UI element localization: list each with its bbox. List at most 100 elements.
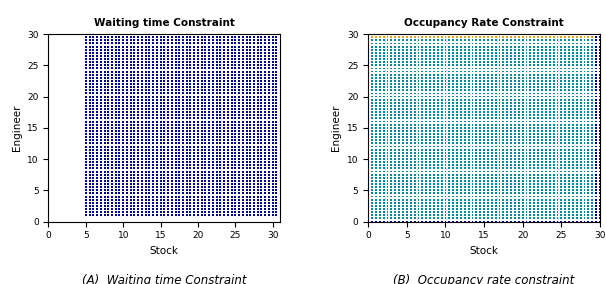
Point <box>367 166 377 171</box>
Point <box>96 207 105 211</box>
Point <box>483 38 493 43</box>
Point <box>584 194 593 199</box>
Point <box>145 172 155 177</box>
Point <box>494 191 504 196</box>
Point <box>522 66 531 71</box>
Point <box>167 204 177 208</box>
Point <box>468 32 478 36</box>
Point <box>133 141 143 146</box>
Point <box>390 110 400 114</box>
Point <box>190 107 199 111</box>
Point <box>533 110 543 114</box>
Point <box>81 185 91 189</box>
Point <box>437 172 447 177</box>
Point <box>182 47 191 52</box>
Point <box>471 76 481 80</box>
Point <box>159 163 169 168</box>
Point <box>212 135 222 139</box>
Point <box>525 82 535 86</box>
Point <box>204 60 214 64</box>
Point <box>549 219 559 224</box>
Point <box>437 204 447 208</box>
Point <box>230 169 240 174</box>
Point <box>556 207 566 211</box>
Point <box>182 172 191 177</box>
Point <box>88 113 98 118</box>
Point <box>502 54 512 58</box>
Point <box>425 185 435 189</box>
Title: Waiting time Constraint: Waiting time Constraint <box>94 18 235 28</box>
Point <box>253 201 262 205</box>
Point <box>182 82 191 86</box>
Point <box>518 135 528 139</box>
Point <box>525 47 535 52</box>
Point <box>549 110 559 114</box>
Point <box>159 210 169 214</box>
Point <box>212 126 222 130</box>
Point <box>156 210 165 214</box>
Point <box>383 201 393 205</box>
Point <box>111 88 121 93</box>
Point <box>379 219 388 224</box>
Point <box>452 79 462 83</box>
Point <box>208 94 218 99</box>
Point <box>448 163 458 168</box>
Point <box>261 35 270 39</box>
Point <box>379 51 388 55</box>
Point <box>208 132 218 136</box>
Point <box>257 35 267 39</box>
Point <box>514 201 524 205</box>
Point <box>510 57 520 61</box>
Point <box>375 76 385 80</box>
Point <box>148 35 158 39</box>
Point <box>145 204 155 208</box>
Point <box>171 191 181 196</box>
Point <box>130 185 139 189</box>
Point <box>433 122 442 127</box>
Point <box>537 97 547 102</box>
Point <box>167 51 177 55</box>
Point <box>406 101 416 105</box>
Point <box>137 129 147 133</box>
Point <box>561 101 570 105</box>
Point <box>81 57 91 61</box>
Point <box>115 144 124 149</box>
Point <box>371 154 381 158</box>
Point <box>148 116 158 121</box>
Point <box>257 166 267 171</box>
Point <box>433 194 442 199</box>
Point <box>502 194 512 199</box>
Point <box>245 172 255 177</box>
Point <box>429 113 439 118</box>
Point <box>456 69 466 74</box>
Point <box>193 82 203 86</box>
Point <box>193 38 203 43</box>
Point <box>133 163 143 168</box>
Point <box>219 151 229 155</box>
Point <box>182 113 191 118</box>
Point <box>371 138 381 143</box>
Point <box>506 147 516 152</box>
Point <box>375 216 385 221</box>
Point <box>491 85 501 89</box>
Point <box>533 185 543 189</box>
Point <box>549 35 559 39</box>
Point <box>126 76 136 80</box>
Point <box>268 160 278 164</box>
Point <box>118 188 128 193</box>
Point <box>96 38 105 43</box>
Point <box>564 138 574 143</box>
Point <box>212 107 222 111</box>
Point <box>441 141 450 146</box>
Point <box>437 122 447 127</box>
Point <box>257 182 267 186</box>
Point <box>375 163 385 168</box>
Point <box>595 41 605 46</box>
Point <box>456 122 466 127</box>
Point <box>418 35 427 39</box>
Point <box>425 104 435 108</box>
Point <box>185 82 195 86</box>
Point <box>494 216 504 221</box>
Point <box>448 179 458 183</box>
Point <box>81 191 91 196</box>
